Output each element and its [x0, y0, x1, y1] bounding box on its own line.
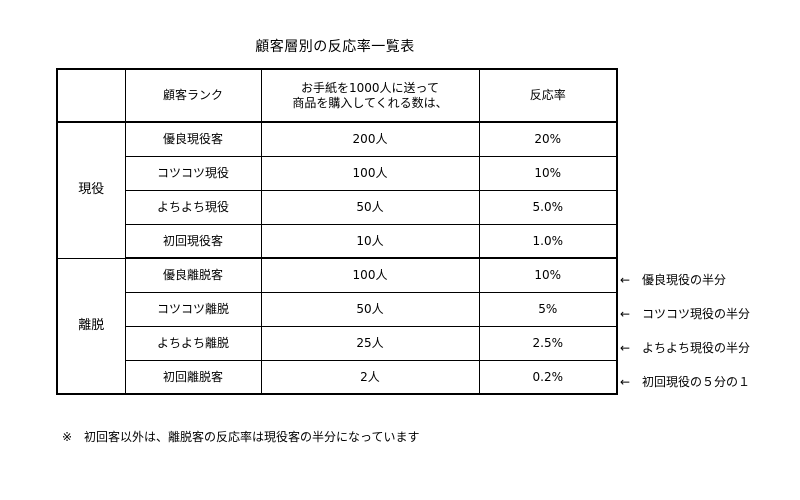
header-count-line1: お手紙を1000人に送って: [301, 81, 439, 96]
table-row: 初回現役客 10人 1.0%: [57, 223, 618, 259]
count-cell: 100人: [260, 155, 480, 191]
side-note: ← 優良現役の半分: [620, 263, 795, 297]
group-lapsed: 離脱 優良離脱客 100人 10% コツコツ離脱 50人 5% よちよち離脱 2…: [56, 257, 618, 395]
rate-cell: 10%: [478, 257, 618, 293]
group-label-active: 現役: [56, 121, 126, 259]
side-note-text: よちよち現役の半分: [642, 341, 751, 355]
footnote: ※ 初回客以外は、離脱客の反応率は現役客の半分になっています: [62, 430, 420, 444]
count-cell: 50人: [260, 291, 480, 327]
table-row: 離脱 優良離脱客 100人 10%: [56, 257, 618, 395]
rank-cell: 初回現役客: [124, 223, 262, 259]
count-cell: 10人: [260, 223, 480, 259]
side-note-text: コツコツ現役の半分: [642, 307, 751, 321]
rank-cell: 優良離脱客: [124, 257, 262, 293]
side-note-text: 初回現役の５分の１: [642, 375, 751, 389]
rank-cell: 優良現役客: [124, 121, 262, 157]
rate-cell: 5%: [478, 291, 618, 327]
rate-cell: 1.0%: [478, 223, 618, 259]
side-notes: ← 優良現役の半分 ← コツコツ現役の半分 ← よちよち現役の半分 ← 初回現役の５分の…: [620, 263, 795, 399]
count-cell: 25人: [260, 325, 480, 361]
table-row: コツコツ離脱 50人 5%: [57, 291, 618, 327]
rank-cell: コツコツ現役: [124, 155, 262, 191]
group-label-lapsed: 離脱: [56, 257, 126, 395]
header-blank: [56, 68, 126, 123]
rate-cell: 2.5%: [478, 325, 618, 361]
side-note: ← コツコツ現役の半分: [620, 297, 795, 331]
rate-cell: 20%: [478, 121, 618, 157]
table-row: 初回離脱客 2人 0.2%: [57, 359, 618, 395]
header-count: お手紙を1000人に送って 商品を購入してくれる数は、: [260, 68, 480, 123]
left-arrow-icon: ←: [620, 341, 631, 355]
rank-cell: よちよち離脱: [124, 325, 262, 361]
table-row: コツコツ現役 100人 10%: [57, 155, 618, 191]
header-rate: 反応率: [478, 68, 618, 123]
side-note: ← よちよち現役の半分: [620, 331, 795, 365]
rank-cell: コツコツ離脱: [124, 291, 262, 327]
count-cell: 100人: [260, 257, 480, 293]
rate-cell: 5.0%: [478, 189, 618, 225]
header-count-line2: 商品を購入してくれる数は、: [292, 95, 448, 110]
table-row: よちよち離脱 25人 2.5%: [57, 325, 618, 361]
left-arrow-icon: ←: [620, 307, 631, 321]
count-cell: 200人: [260, 121, 480, 157]
count-cell: 50人: [260, 189, 480, 225]
left-arrow-icon: ←: [620, 273, 631, 287]
side-note: ← 初回現役の５分の１: [620, 365, 795, 399]
group-active: 現役 優良現役客 200人 20% コツコツ現役 100人 10% よちよち現役…: [56, 121, 618, 259]
count-cell: 2人: [260, 359, 480, 395]
table-row: よちよち現役 50人 5.0%: [57, 189, 618, 225]
left-arrow-icon: ←: [620, 375, 631, 389]
page-title: 顧客層別の反応率一覧表: [255, 39, 415, 55]
header-row: 顧客ランク お手紙を1000人に送って 商品を購入してくれる数は、 反応率: [56, 68, 618, 123]
header-rank: 顧客ランク: [124, 68, 262, 123]
rank-cell: よちよち現役: [124, 189, 262, 225]
rate-cell: 10%: [478, 155, 618, 191]
table-row: 現役 優良現役客 200人 20%: [56, 121, 618, 259]
side-note-text: 優良現役の半分: [642, 273, 727, 287]
response-rate-table: 顧客ランク お手紙を1000人に送って 商品を購入してくれる数は、 反応率 現役…: [56, 68, 618, 395]
rank-cell: 初回離脱客: [124, 359, 262, 395]
rate-cell: 0.2%: [478, 359, 618, 395]
